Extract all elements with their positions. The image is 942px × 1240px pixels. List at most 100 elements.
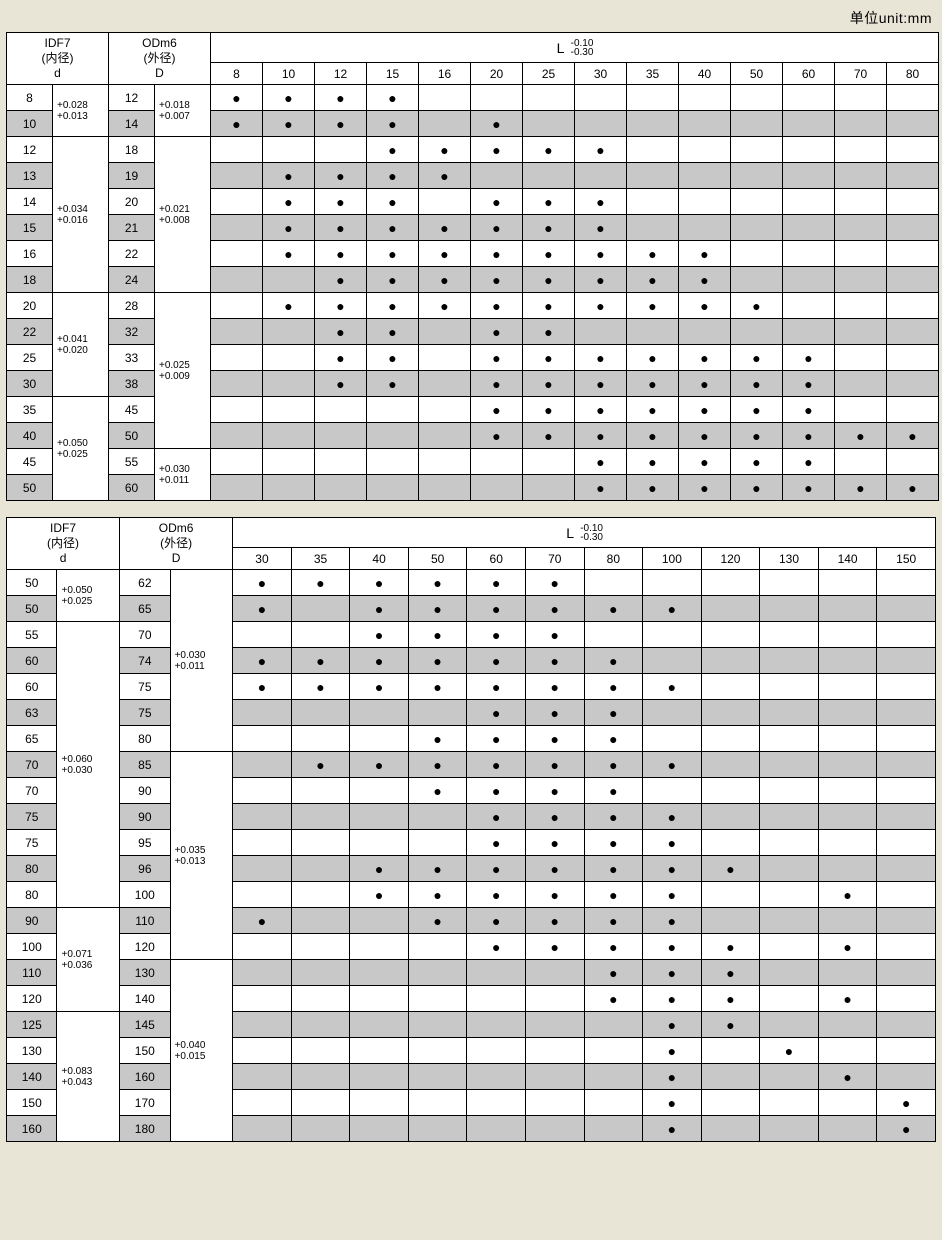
availability-cell	[233, 934, 292, 960]
availability-cell: ●	[408, 856, 467, 882]
availability-cell: ●	[471, 371, 523, 397]
availability-cell: ●	[263, 163, 315, 189]
availability-cell	[701, 1038, 760, 1064]
availability-cell	[263, 319, 315, 345]
availability-cell: ●	[575, 371, 627, 397]
availability-cell	[350, 1090, 409, 1116]
d-tolerance: +0.028+0.013	[53, 85, 109, 137]
availability-cell	[263, 267, 315, 293]
d-value: 63	[7, 700, 57, 726]
availability-cell	[419, 423, 471, 449]
D-tolerance: +0.040+0.015	[170, 960, 233, 1142]
availability-cell: ●	[731, 293, 783, 319]
availability-cell: ●	[584, 830, 643, 856]
availability-cell: ●	[350, 752, 409, 778]
availability-cell: ●	[701, 934, 760, 960]
availability-cell	[877, 1038, 936, 1064]
availability-cell: ●	[575, 423, 627, 449]
availability-cell: ●	[419, 215, 471, 241]
availability-cell: ●	[584, 986, 643, 1012]
availability-cell: ●	[525, 570, 584, 596]
availability-cell	[818, 1038, 877, 1064]
col-header: 40	[350, 548, 409, 570]
availability-cell: ●	[783, 449, 835, 475]
d-value: 140	[7, 1064, 57, 1090]
availability-cell	[760, 674, 819, 700]
availability-cell: ●	[575, 397, 627, 423]
availability-cell	[701, 830, 760, 856]
d-value: 150	[7, 1090, 57, 1116]
availability-cell: ●	[523, 137, 575, 163]
availability-cell	[233, 1038, 292, 1064]
availability-cell: ●	[467, 622, 526, 648]
d-tolerance: +0.050+0.025	[53, 397, 109, 501]
availability-cell: ●	[467, 700, 526, 726]
d-value: 80	[7, 882, 57, 908]
availability-cell	[523, 163, 575, 189]
D-value: 110	[120, 908, 170, 934]
availability-cell	[350, 804, 409, 830]
availability-cell	[467, 960, 526, 986]
availability-cell	[291, 882, 350, 908]
table-row: 4050●●●●●●●●●	[7, 423, 939, 449]
availability-cell	[760, 960, 819, 986]
availability-cell: ●	[627, 475, 679, 501]
availability-cell: ●	[731, 345, 783, 371]
col-header: 35	[291, 548, 350, 570]
D-value: 70	[120, 622, 170, 648]
availability-cell	[783, 85, 835, 111]
availability-cell	[471, 475, 523, 501]
availability-cell: ●	[315, 189, 367, 215]
availability-cell: ●	[471, 293, 523, 319]
availability-cell	[523, 85, 575, 111]
availability-cell	[263, 345, 315, 371]
table-row: 1420●●●●●●	[7, 189, 939, 215]
availability-cell	[679, 85, 731, 111]
D-tolerance: +0.018+0.007	[155, 85, 211, 137]
availability-cell	[584, 570, 643, 596]
availability-cell: ●	[291, 674, 350, 700]
availability-cell	[679, 189, 731, 215]
availability-cell	[783, 111, 835, 137]
availability-cell	[818, 596, 877, 622]
availability-cell	[523, 449, 575, 475]
availability-cell	[783, 241, 835, 267]
table-row: 140160●●	[7, 1064, 936, 1090]
availability-cell: ●	[731, 449, 783, 475]
availability-cell: ●	[584, 752, 643, 778]
availability-cell	[291, 1038, 350, 1064]
availability-cell: ●	[315, 345, 367, 371]
availability-cell	[525, 1116, 584, 1142]
table-row: 1521●●●●●●●	[7, 215, 939, 241]
D-value: 85	[120, 752, 170, 778]
availability-cell	[760, 882, 819, 908]
col-header: 140	[818, 548, 877, 570]
availability-cell	[760, 752, 819, 778]
availability-cell: ●	[575, 137, 627, 163]
availability-cell	[731, 85, 783, 111]
table-row: 5060●●●●●●●	[7, 475, 939, 501]
availability-cell	[643, 648, 702, 674]
availability-cell	[291, 778, 350, 804]
availability-cell	[315, 137, 367, 163]
availability-cell	[679, 137, 731, 163]
availability-cell	[887, 345, 939, 371]
col-header: 100	[643, 548, 702, 570]
availability-cell	[233, 960, 292, 986]
availability-cell	[760, 1064, 819, 1090]
availability-cell	[760, 908, 819, 934]
availability-cell	[783, 293, 835, 319]
availability-cell	[835, 215, 887, 241]
availability-cell	[408, 1012, 467, 1038]
availability-cell	[887, 319, 939, 345]
availability-cell	[679, 319, 731, 345]
availability-cell: ●	[877, 1116, 936, 1142]
availability-cell: ●	[467, 752, 526, 778]
availability-cell: ●	[523, 215, 575, 241]
col-header: 30	[575, 63, 627, 85]
table-row: 1824●●●●●●●●	[7, 267, 939, 293]
availability-cell	[877, 934, 936, 960]
D-value: 100	[120, 882, 170, 908]
d-tolerance: +0.060+0.030	[57, 622, 120, 908]
availability-cell: ●	[315, 371, 367, 397]
